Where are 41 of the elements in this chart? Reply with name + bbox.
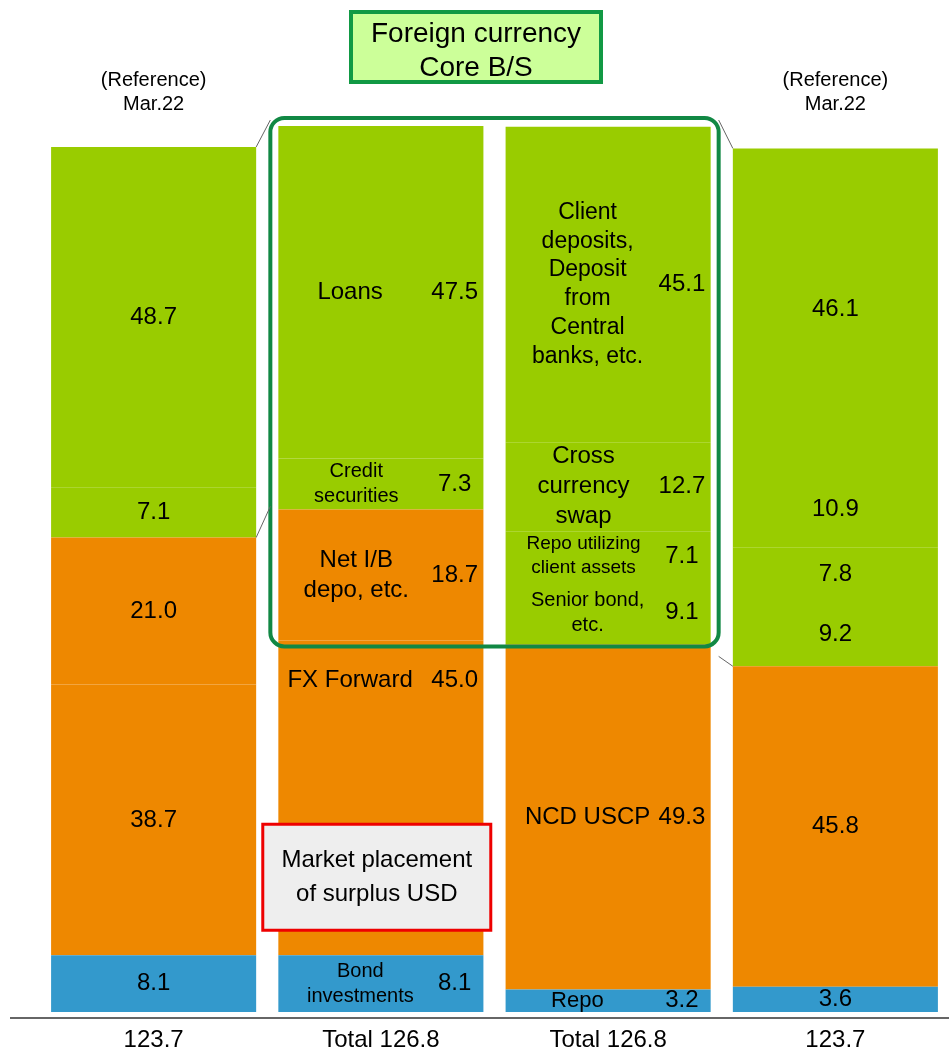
total-label: 123.7 <box>123 1024 184 1052</box>
data-label: 7.8 <box>818 559 853 587</box>
annotation: Senior bond, etc. <box>530 587 645 635</box>
data-label: 8.1 <box>136 968 171 996</box>
annotation: Cross currency swap <box>537 441 630 529</box>
annotation: FX Forward <box>287 665 413 693</box>
annotation: Credit securities <box>314 458 399 506</box>
data-label: 7.1 <box>136 497 171 525</box>
data-label: 49.3 <box>658 801 706 829</box>
data-label: 9.1 <box>665 597 699 625</box>
data-label: 21.0 <box>130 595 177 623</box>
annotation: Market placement of surplus USD <box>281 844 473 906</box>
data-label: 12.7 <box>658 471 706 499</box>
total-label: 123.7 <box>805 1024 866 1052</box>
x-tick-label: (Reference) Mar.22 <box>100 67 207 114</box>
chart-title: Foreign currency Core B/S <box>349 10 603 84</box>
data-label: 45.8 <box>812 811 859 839</box>
data-label: 47.5 <box>431 276 479 304</box>
annotation: NCD USCP <box>524 801 651 829</box>
annotation: Bond investments <box>307 958 414 1006</box>
total-label: Total 126.8 <box>549 1024 667 1052</box>
data-label: 3.2 <box>665 985 699 1013</box>
data-label: 38.7 <box>130 804 177 832</box>
x-tick-label: (Reference) Mar.22 <box>782 67 889 114</box>
data-label: 46.1 <box>812 294 859 322</box>
data-label: 8.1 <box>438 968 472 996</box>
data-label: 7.3 <box>438 468 472 496</box>
annotation: Repo <box>551 986 604 1012</box>
annotation: Net I/B depo, etc. <box>303 544 409 602</box>
data-label: 7.1 <box>665 540 699 568</box>
data-label: 9.2 <box>818 618 853 646</box>
total-label: Total 126.8 <box>322 1024 440 1052</box>
data-label: 48.7 <box>130 302 177 330</box>
data-label: 45.1 <box>658 269 706 297</box>
annotation: Loans <box>317 276 383 304</box>
annotation: Client deposits, Deposit from Central banks, etc. <box>532 197 644 368</box>
data-label: 18.7 <box>431 559 479 587</box>
data-label: 10.9 <box>812 493 859 521</box>
data-label: 45.0 <box>431 665 479 693</box>
annotation: Repo utilizing client assets <box>526 532 641 578</box>
data-label: 3.6 <box>818 984 853 1012</box>
